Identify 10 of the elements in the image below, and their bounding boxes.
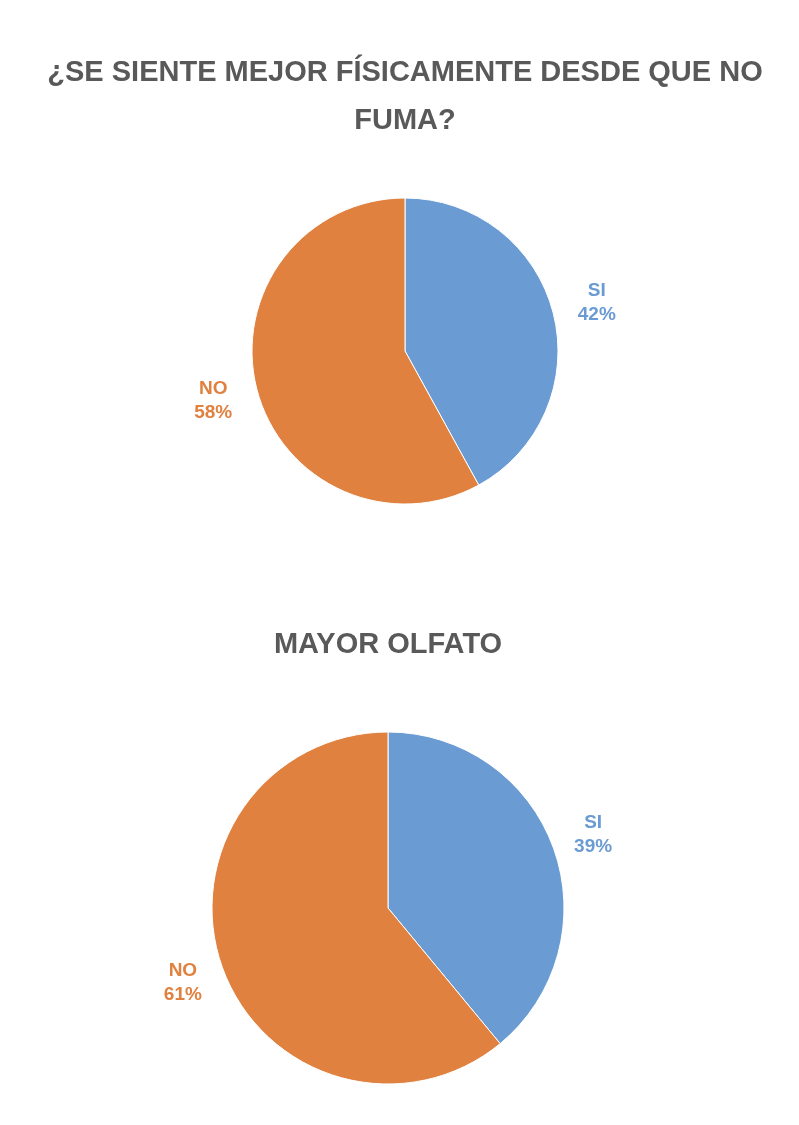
slice-label: NO bbox=[168, 958, 198, 980]
chart-title: MAYOR OLFATO bbox=[273, 627, 503, 659]
slice-label: NO bbox=[198, 377, 228, 399]
data-label: 39% bbox=[574, 835, 613, 857]
data-label: 61% bbox=[163, 982, 203, 1004]
slice-label: SI bbox=[584, 811, 603, 833]
data-label: 42% bbox=[577, 302, 616, 324]
data-label: 58% bbox=[194, 401, 233, 423]
chart-title: ¿SE SIENTE MEJOR FÍSICAMENTE DESDE QUE NO FUMA? bbox=[47, 54, 763, 135]
slice-label: SI bbox=[587, 278, 606, 300]
